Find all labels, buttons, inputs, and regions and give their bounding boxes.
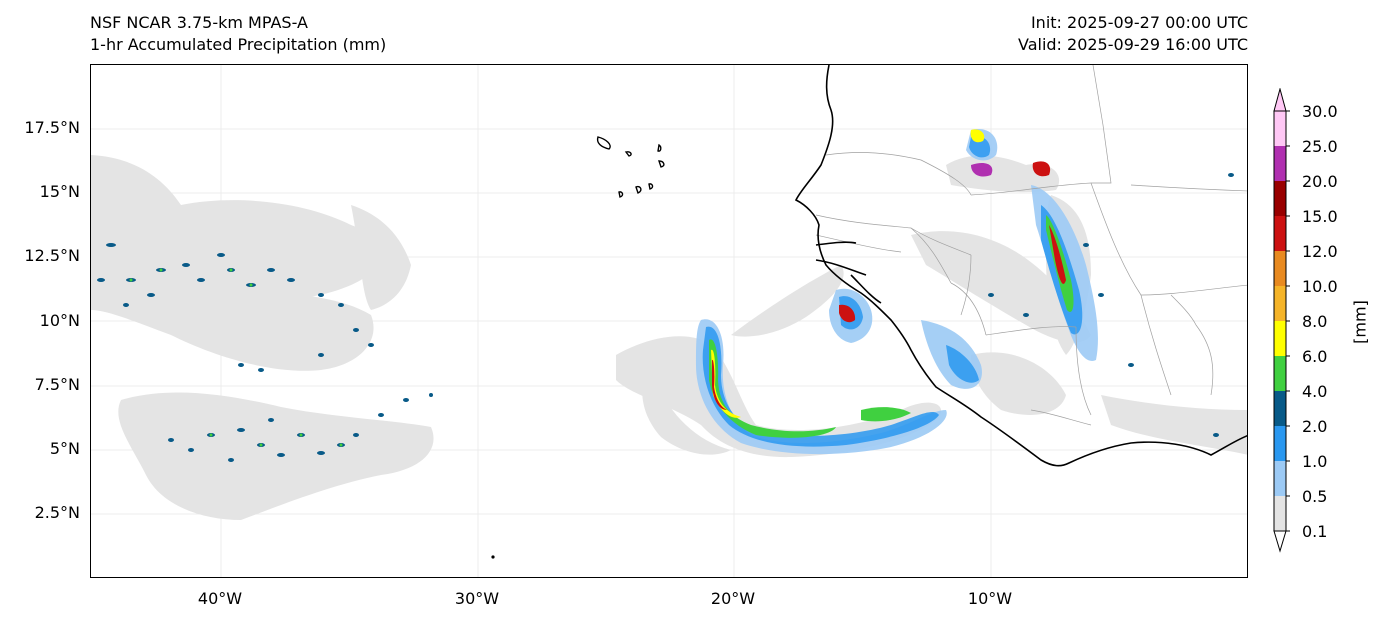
colorbar-segment bbox=[1274, 356, 1286, 391]
colorbar-label-25: 25.0 bbox=[1302, 137, 1338, 156]
colorbar-segment bbox=[1274, 461, 1286, 496]
lat-label-5: 5°N bbox=[49, 439, 80, 458]
init-time: Init: 2025-09-27 00:00 UTC bbox=[1030, 13, 1248, 32]
colorbar-segment bbox=[1274, 216, 1286, 251]
colorbar-top-arrow bbox=[1273, 88, 1287, 112]
colorbar-segment bbox=[1274, 146, 1286, 181]
precipitation-map bbox=[91, 65, 1247, 577]
scattered-cell-cores bbox=[129, 268, 343, 447]
model-title: NSF NCAR 3.75-km MPAS-A bbox=[90, 13, 308, 32]
colorbar-segment bbox=[1274, 426, 1286, 461]
colorbar-segment bbox=[1274, 391, 1286, 426]
colorbar-segment bbox=[1274, 111, 1286, 146]
colorbar-segment bbox=[1274, 286, 1286, 321]
lat-label-2-5: 2.5°N bbox=[34, 503, 80, 522]
lon-label-20w: 20°W bbox=[710, 589, 756, 608]
field-title: 1-hr Accumulated Precipitation (mm) bbox=[90, 35, 387, 54]
cape-verde-islands bbox=[596, 136, 665, 198]
colorbar-segment bbox=[1274, 321, 1286, 356]
title-right: Init: 2025-09-27 00:00 UTC Valid: 2025-0… bbox=[1018, 12, 1248, 56]
colorbar-label-30: 30.0 bbox=[1302, 102, 1338, 121]
intense-precip-cores bbox=[709, 129, 1074, 438]
lat-label-7-5: 7.5°N bbox=[34, 375, 80, 394]
lat-label-15: 15°N bbox=[39, 182, 80, 201]
lon-label-40w: 40°W bbox=[197, 589, 243, 608]
colorbar-bottom-arrow bbox=[1273, 530, 1287, 553]
map-panel bbox=[90, 64, 1248, 578]
colorbar bbox=[1273, 88, 1290, 553]
colorbar-label-1: 1.0 bbox=[1302, 452, 1328, 471]
island-marker bbox=[491, 555, 495, 559]
lat-label-17-5: 17.5°N bbox=[24, 118, 80, 137]
colorbar-label-0-5: 0.5 bbox=[1302, 487, 1328, 506]
colorbar-segment bbox=[1274, 496, 1286, 531]
colorbar-segment bbox=[1274, 251, 1286, 286]
scattered-cells bbox=[97, 173, 1234, 462]
colorbar-unit-label: [mm] bbox=[1350, 300, 1370, 344]
colorbar-segments bbox=[1273, 110, 1287, 532]
colorbar-label-20: 20.0 bbox=[1302, 172, 1338, 191]
colorbar-label-8: 8.0 bbox=[1302, 312, 1328, 331]
colorbar-segment bbox=[1274, 181, 1286, 216]
colorbar-label-0-1: 0.1 bbox=[1302, 522, 1328, 541]
colorbar-label-10: 10.0 bbox=[1302, 277, 1338, 296]
title-left: NSF NCAR 3.75-km MPAS-A 1-hr Accumulated… bbox=[90, 12, 386, 56]
lat-label-10: 10°N bbox=[39, 311, 80, 330]
lat-label-12-5: 12.5°N bbox=[24, 246, 80, 265]
country-borders bbox=[815, 65, 1247, 426]
colorbar-ticks bbox=[1286, 110, 1290, 532]
colorbar-label-6: 6.0 bbox=[1302, 347, 1328, 366]
colorbar-label-2: 2.0 bbox=[1302, 417, 1328, 436]
coastline bbox=[794, 65, 1247, 467]
lon-label-10w: 10°W bbox=[967, 589, 1013, 608]
lon-label-30w: 30°W bbox=[454, 589, 500, 608]
valid-time: Valid: 2025-09-29 16:00 UTC bbox=[1017, 35, 1248, 54]
colorbar-label-15: 15.0 bbox=[1302, 207, 1338, 226]
colorbar-label-4: 4.0 bbox=[1302, 382, 1328, 401]
colorbar-label-12: 12.0 bbox=[1302, 242, 1338, 261]
